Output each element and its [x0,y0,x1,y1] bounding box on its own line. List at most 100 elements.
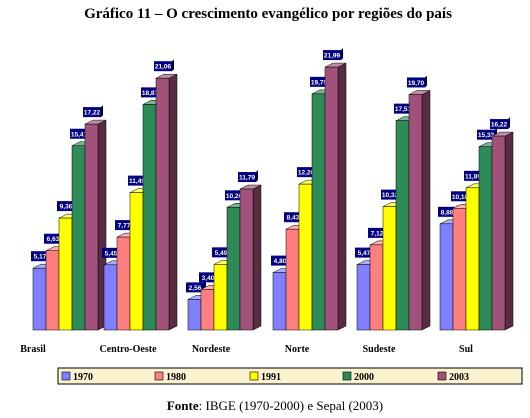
data-label: 11,89 [465,173,481,180]
data-label-box [44,233,62,244]
bar-group: 4,80 8,43 12,20 19,75 21,99 [271,48,347,331]
data-label: 5,49 [215,250,228,257]
bar [452,208,467,331]
data-label: 7,77 [118,223,131,230]
data-label: 8,43 [287,215,300,222]
legend-swatch [342,371,352,381]
data-label-box [297,167,315,178]
data-label: 7,12 [371,230,384,237]
bar [187,299,202,331]
bar [142,104,157,331]
data-label: 9,36 [60,204,73,211]
data-label: 5,47 [358,250,371,257]
legend-box [57,367,523,385]
bar [155,77,170,331]
data-label: 19,75 [311,79,328,86]
category-label: Nordeste [192,344,231,355]
category-label: Brasil [20,344,46,355]
data-label: 17,51 [395,106,412,113]
bar [84,123,99,331]
data-label: 10,26 [226,193,243,200]
data-label: 8,88 [441,209,454,216]
legend-swatch [61,371,71,381]
source-label: Fonte [167,398,199,413]
data-label-box [451,191,469,202]
data-label-box [31,251,49,262]
data-label-box [355,247,373,258]
bar-side [252,184,262,331]
legend-label: 2000 [354,372,374,383]
data-label-box [70,128,88,139]
data-label-box [83,107,101,118]
data-label: 10,18 [452,194,469,201]
legend-label: 1991 [261,372,281,383]
bar [369,244,384,331]
bar [226,207,241,331]
bar [478,146,493,331]
legend-label: 1980 [166,372,186,383]
data-label-box [323,50,341,61]
data-label: 11,49 [129,178,145,185]
data-label-box [212,247,230,258]
legend: 1970 1980 1991 2000 2003 [57,367,523,385]
data-label-box [128,175,146,186]
bar [285,228,300,331]
bar [382,206,397,331]
data-label: 12,20 [298,170,315,177]
bar [439,223,454,331]
data-label-shadow [341,48,343,61]
data-label-box [186,282,204,293]
bar [239,188,254,331]
data-label-box [490,119,508,130]
data-label: 18,87 [142,90,159,97]
bar [356,264,371,331]
legend-label: 2003 [449,372,469,383]
data-label-shadow [172,59,174,72]
bar [45,250,60,331]
bar-group: 5,17 6,63 9,36 15,41 17,22 [31,105,107,331]
bar [324,66,339,331]
data-label-box [225,190,243,201]
legend-swatch [154,371,164,381]
data-label-box [368,227,386,238]
data-label-box [271,255,289,266]
data-label-shadow [508,117,510,130]
bar [32,267,47,331]
data-label: 3,40 [202,275,215,282]
data-label: 6,63 [47,236,60,243]
data-label-box [238,172,256,183]
data-label-box [57,201,75,212]
bar-side [337,62,347,331]
data-label: 15,41 [71,131,88,138]
data-label: 21,06 [155,64,172,71]
data-label-box [199,272,217,283]
data-label-box [115,220,133,231]
data-label-shadow [101,105,103,118]
bar-group: 8,88 10,18 11,89 15,33 16,22 [438,117,514,331]
bar-side [168,73,178,331]
data-label: 15,33 [478,132,495,139]
bar-group: 5,47 7,12 10,32 17,51 19,70 [355,75,431,331]
data-label-shadow [256,170,258,183]
bar [200,289,215,331]
data-label: 17,22 [84,110,101,117]
chart-title: Gráfico 11 – O crescimento evangélico po… [84,6,452,22]
category-label: Norte [285,344,310,355]
data-label: 10,32 [382,192,399,199]
data-label: 2,56 [189,285,202,292]
bar [116,236,131,331]
bar [465,187,480,331]
data-label: 11,79 [239,175,255,182]
source-note: Fonte: IBGE (1970-2000) e Sepal (2003) [167,398,383,413]
data-label: 5,17 [34,254,47,261]
legend-label: 1970 [73,372,93,383]
data-label: 19,70 [408,80,425,87]
bar [213,264,228,331]
bar [298,183,313,331]
legend-swatch [249,371,259,381]
bar [311,93,326,331]
bar [71,145,86,331]
source-text: : IBGE (1970-2000) e Sepal (2003) [199,398,384,413]
category-label: Sudeste [363,344,396,355]
bar-group: 5,45 7,77 11,49 18,87 21,06 [102,59,178,331]
